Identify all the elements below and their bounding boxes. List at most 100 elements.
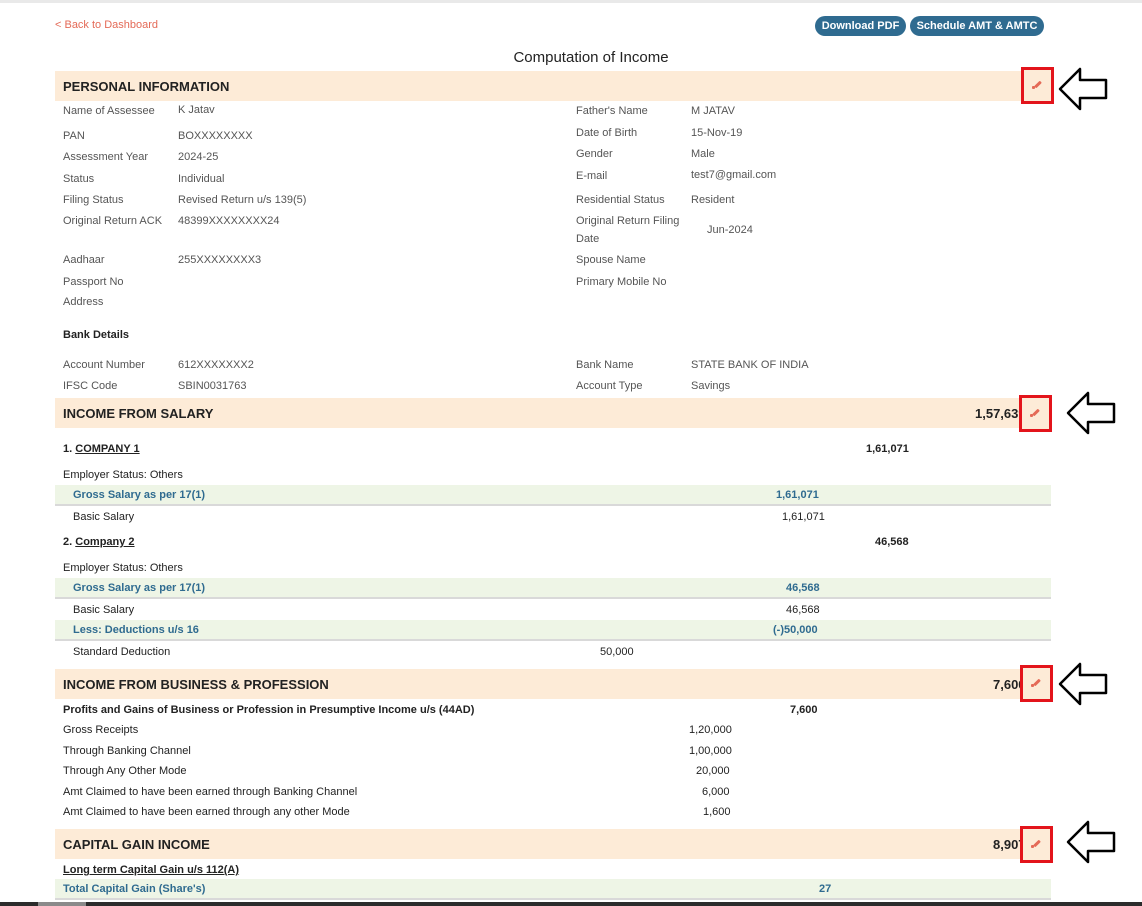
spouse-name-label: Spouse Name (576, 254, 646, 266)
personal-information-header: PERSONAL INFORMATION (55, 71, 1051, 101)
employer-2-title: 2. Company 2 (63, 536, 135, 548)
presumptive-income-value: 7,600 (790, 704, 818, 716)
income-business-header: INCOME FROM BUSINESS & PROFESSION 7,600 (55, 669, 1051, 699)
left-arrow-icon (1058, 662, 1108, 706)
banking-channel-label: Through Banking Channel (63, 745, 191, 757)
presumptive-income-label: Profits and Gains of Business or Profess… (63, 704, 475, 716)
address-label: Address (63, 296, 104, 308)
employer-2-status: Employer Status: Others (63, 562, 183, 574)
left-arrow-icon (1066, 820, 1116, 864)
gender-value: Male (691, 148, 715, 160)
income-salary-header: INCOME FROM SALARY 1,57,639 (55, 398, 1051, 428)
fathers-name-label: Father's Name (576, 105, 648, 117)
employer-2-link[interactable]: Company 2 (75, 536, 135, 548)
gross-salary-row-2: Gross Salary as per 17(1) 46,568 (55, 578, 1051, 599)
capital-gain-total: 8,907 (993, 837, 1026, 852)
dob-value: 15-Nov-19 (691, 127, 743, 139)
basic-salary-label-1: Basic Salary (73, 511, 135, 523)
residential-status-value: Resident (691, 194, 735, 206)
salary-total: 1,57,639 (975, 406, 1026, 421)
original-filing-date-label-2: Date (576, 233, 600, 245)
amt-banking-value: 6,000 (702, 786, 730, 798)
gross-salary-row-1: Gross Salary as per 17(1) 1,61,071 (55, 485, 1051, 506)
page-title: Computation of Income (513, 49, 669, 66)
passport-label: Passport No (63, 276, 124, 288)
name-label: Name of Assessee (63, 105, 155, 117)
back-to-dashboard-link[interactable]: < Back to Dashboard (55, 19, 159, 31)
bank-name-label: Bank Name (576, 359, 634, 371)
basic-salary-value-2: 46,568 (786, 604, 820, 616)
standard-deduction-value: 50,000 (600, 646, 634, 658)
basic-salary-label-2: Basic Salary (73, 604, 135, 616)
original-ack-label: Original Return ACK (63, 215, 163, 227)
filing-status-label: Filing Status (63, 194, 124, 206)
aadhaar-label: Aadhaar (63, 254, 105, 266)
total-capital-gain-label: Total Capital Gain (Share's) (63, 883, 206, 895)
pan-value: BOXXXXXXXX (178, 130, 253, 142)
section-title: PERSONAL INFORMATION (63, 79, 230, 94)
other-mode-value: 20,000 (696, 765, 730, 777)
pencil-icon (1033, 839, 1041, 848)
gross-salary-label: Gross Salary as per 17(1) (73, 582, 206, 594)
gross-receipts-label: Gross Receipts (63, 724, 139, 736)
download-pdf-button[interactable]: Download PDF (815, 16, 906, 36)
total-capital-gain-value: 27 (819, 883, 832, 895)
pencil-icon (1034, 80, 1042, 89)
original-ack-value: 48399XXXXXXXX24 (178, 215, 280, 227)
ifsc-label: IFSC Code (63, 380, 118, 392)
deductions-value: (-)50,000 (773, 624, 818, 636)
account-type-label: Account Type (576, 380, 643, 392)
email-value: test7@gmail.com (691, 169, 777, 181)
basic-salary-value-1: 1,61,071 (782, 511, 825, 523)
other-mode-label: Through Any Other Mode (63, 765, 187, 777)
employer-1-status: Employer Status: Others (63, 469, 183, 481)
status-value: Individual (178, 173, 225, 185)
account-number-value: 612XXXXXXX2 (178, 359, 254, 371)
name-value: K Jatav (178, 104, 215, 116)
email-label: E-mail (576, 170, 608, 182)
amt-banking-label: Amt Claimed to have been earned through … (63, 786, 358, 798)
account-type-value: Savings (691, 380, 731, 392)
business-total: 7,600 (993, 677, 1026, 692)
assessment-year-value: 2024-25 (178, 151, 219, 163)
edit-salary-button[interactable] (1019, 395, 1052, 432)
original-filing-date-value: Jun-2024 (707, 224, 753, 236)
capital-gain-header: CAPITAL GAIN INCOME 8,907 (55, 829, 1051, 859)
assessment-year-label: Assessment Year (63, 151, 148, 163)
gross-salary-value: 1,61,071 (776, 489, 819, 501)
ifsc-value: SBIN0031763 (178, 380, 247, 392)
banking-channel-value: 1,00,000 (689, 745, 732, 757)
amt-other-mode-label: Amt Claimed to have been earned through … (63, 806, 350, 818)
gross-receipts-value: 1,20,000 (689, 724, 732, 736)
pan-label: PAN (63, 130, 85, 142)
schedule-amt-button[interactable]: Schedule AMT & AMTC (910, 16, 1044, 36)
top-border (0, 0, 1142, 3)
employer-2-amount: 46,568 (875, 536, 909, 548)
left-arrow-icon (1066, 391, 1116, 435)
status-label: Status (63, 173, 95, 185)
horizontal-scrollbar[interactable] (0, 902, 1142, 906)
edit-capital-gain-button[interactable] (1020, 826, 1053, 863)
employer-1-link[interactable]: COMPANY 1 (75, 443, 140, 455)
total-capital-gain-row: Total Capital Gain (Share's) 27 (55, 879, 1051, 900)
section-title: INCOME FROM BUSINESS & PROFESSION (63, 677, 329, 692)
edit-personal-button[interactable] (1021, 67, 1054, 104)
bank-name-value: STATE BANK OF INDIA (691, 359, 809, 371)
deductions-label: Less: Deductions u/s 16 (73, 624, 199, 636)
bank-details-heading: Bank Details (63, 329, 130, 341)
edit-business-button[interactable] (1020, 665, 1053, 702)
standard-deduction-label: Standard Deduction (73, 646, 171, 658)
account-number-label: Account Number (63, 359, 145, 371)
fathers-name-value: M JATAV (691, 105, 735, 117)
gross-salary-value: 46,568 (786, 582, 820, 594)
employer-1-amount: 1,61,071 (866, 443, 909, 455)
amt-other-mode-value: 1,600 (703, 806, 731, 818)
employer-1-title: 1. COMPANY 1 (63, 443, 140, 455)
mobile-label: Primary Mobile No (576, 276, 667, 288)
filing-status-value: Revised Return u/s 139(5) (178, 194, 307, 206)
left-arrow-icon (1058, 67, 1108, 111)
scrollbar-thumb[interactable] (38, 902, 86, 906)
pencil-icon (1032, 408, 1040, 417)
section-title: INCOME FROM SALARY (63, 406, 214, 421)
ltcg-link[interactable]: Long term Capital Gain u/s 112(A) (63, 864, 240, 876)
